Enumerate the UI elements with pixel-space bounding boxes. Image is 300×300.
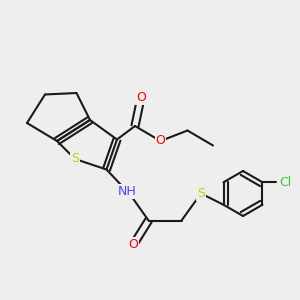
Text: Cl: Cl (279, 176, 291, 189)
Text: NH: NH (118, 185, 136, 198)
Text: S: S (71, 152, 79, 166)
Text: O: O (129, 238, 138, 251)
Text: O: O (156, 134, 165, 148)
Text: O: O (136, 91, 146, 104)
Text: S: S (197, 187, 205, 200)
